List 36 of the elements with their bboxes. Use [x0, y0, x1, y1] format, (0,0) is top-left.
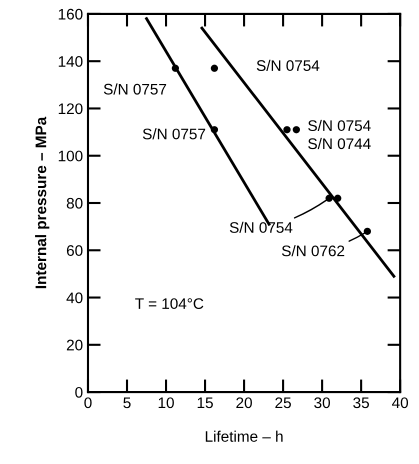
- x-tick-label: 10: [158, 397, 174, 408]
- x-tick-label: 25: [275, 397, 291, 408]
- x-tick-label: 35: [353, 397, 369, 408]
- annotation: S/N 0754: [230, 222, 292, 233]
- y-tick-label: 140: [58, 56, 83, 67]
- y-tick-label: 100: [58, 150, 83, 162]
- annotation: S/N 0754: [308, 120, 371, 132]
- y-tick-label: 0: [75, 386, 83, 398]
- y-tick-label: 80: [66, 198, 83, 209]
- annotation: S/N 0757: [142, 128, 206, 140]
- y-axis-title: Internal pressure – MPa: [35, 116, 50, 288]
- point: [334, 194, 342, 202]
- point: [210, 64, 218, 72]
- point: [364, 228, 372, 236]
- y-tick-label: 20: [66, 340, 83, 350]
- annotation: S/N 0744: [308, 138, 371, 150]
- annotation: S/N 0757: [104, 83, 166, 95]
- annotation: T = 104°C: [135, 298, 204, 310]
- y-tick-label: 60: [66, 245, 83, 256]
- x-tick-label: 0: [84, 397, 92, 408]
- y-tick-label: 40: [66, 292, 83, 304]
- y-tick-label: 120: [58, 103, 83, 114]
- x-tick-label: 20: [236, 397, 252, 408]
- point: [292, 126, 300, 134]
- x-tick-label: 15: [198, 398, 213, 408]
- point: [172, 64, 180, 72]
- y-tick-label: 160: [58, 8, 83, 20]
- annotation: S/N 0754: [256, 60, 320, 71]
- x-tick-label: 5: [123, 398, 131, 408]
- point: [283, 126, 291, 134]
- point: [210, 126, 218, 134]
- point: [325, 194, 333, 202]
- x-tick-label: 30: [314, 397, 330, 408]
- x-axis-title: Lifetime – h: [206, 430, 283, 442]
- x-tick-label: 40: [392, 397, 408, 408]
- annotation: S/N 0762: [282, 245, 344, 256]
